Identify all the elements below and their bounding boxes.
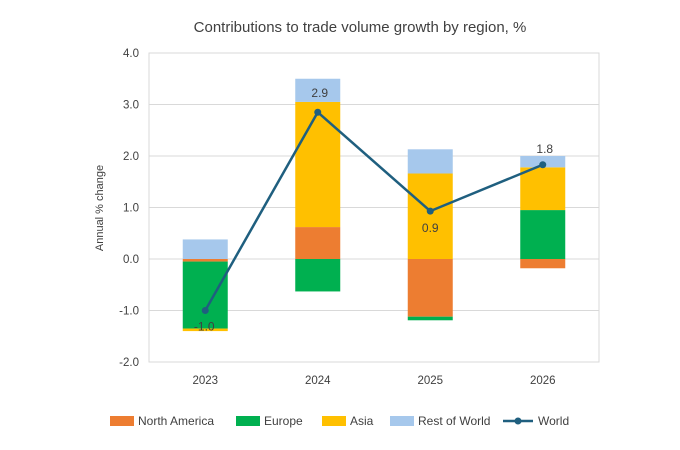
bar-segment xyxy=(295,227,341,259)
world-point xyxy=(314,108,322,116)
bar-segment xyxy=(182,328,228,332)
bar-segment xyxy=(407,149,453,174)
bar-segment xyxy=(520,167,566,211)
x-tick-label: 2026 xyxy=(530,375,556,387)
bar-segment xyxy=(295,78,341,102)
legend-marker xyxy=(514,417,522,425)
legend-swatch xyxy=(322,416,346,426)
legend-swatch xyxy=(236,416,260,426)
y-tick-label: -2.0 xyxy=(119,357,139,369)
bar-segment xyxy=(182,239,228,259)
world-point xyxy=(539,161,547,169)
chart-title: Contributions to trade volume growth by … xyxy=(194,19,527,36)
legend-item: North America xyxy=(110,414,214,428)
y-axis-label: Annual % change xyxy=(94,165,106,251)
world-data-label: -1.0 xyxy=(194,320,215,334)
bar-segment xyxy=(407,259,453,317)
bar-segment xyxy=(295,259,341,292)
bar-segment xyxy=(520,259,566,269)
bar-segment xyxy=(295,101,341,228)
world-point xyxy=(426,207,434,215)
legend-item: Asia xyxy=(322,414,374,428)
bar-segment xyxy=(407,173,453,259)
legend-label: Asia xyxy=(350,414,374,428)
x-tick-label: 2023 xyxy=(192,375,218,387)
legend-item: World xyxy=(503,414,569,428)
y-tick-label: 4.0 xyxy=(123,48,139,60)
bar-segment xyxy=(520,210,566,259)
world-data-label: 1.8 xyxy=(536,142,553,156)
x-tick-label: 2025 xyxy=(417,375,443,387)
legend-swatch xyxy=(390,416,414,426)
legend-label: North America xyxy=(138,414,214,428)
y-tick-label: -1.0 xyxy=(119,306,139,318)
world-data-label: 0.9 xyxy=(422,221,439,235)
legend-item: Europe xyxy=(236,414,303,428)
legend-item: Rest of World xyxy=(390,414,490,428)
legend-label: World xyxy=(538,414,569,428)
bar-segment xyxy=(407,316,453,321)
y-tick-label: 2.0 xyxy=(123,151,139,163)
x-tick-label: 2024 xyxy=(305,375,331,387)
world-line xyxy=(204,110,544,312)
y-tick-label: 1.0 xyxy=(123,203,139,215)
world-point xyxy=(201,307,209,314)
legend-label: Europe xyxy=(264,414,303,428)
bar-segment xyxy=(182,261,228,329)
world-data-label: 2.9 xyxy=(311,86,328,100)
bar-segment xyxy=(182,259,228,262)
y-tick-label: 3.0 xyxy=(123,100,139,112)
y-tick-label: 0.0 xyxy=(123,254,139,266)
legend-swatch xyxy=(110,416,134,426)
legend-label: Rest of World xyxy=(418,414,490,428)
